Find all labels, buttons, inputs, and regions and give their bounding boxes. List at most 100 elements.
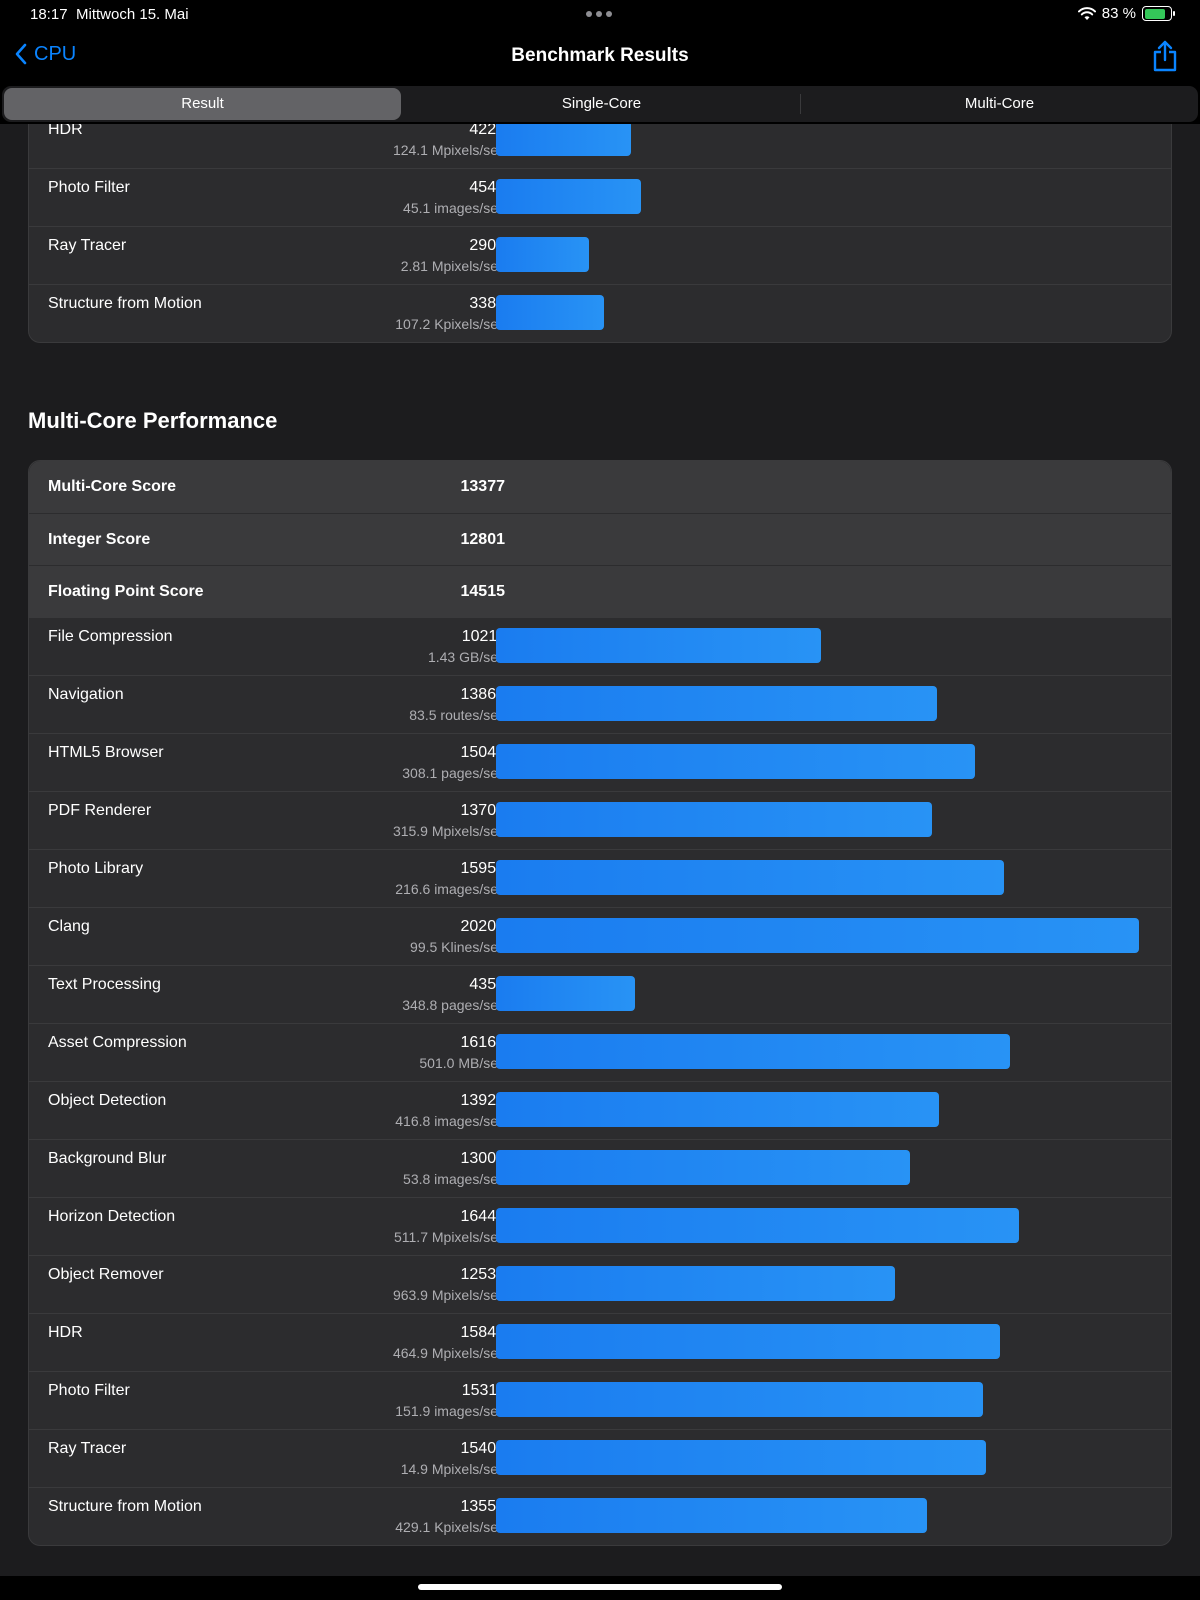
test-score: 4542 <box>469 179 505 196</box>
multi-core-test-list: File Compression 10211 1.43 GB/sec Navigati… <box>29 617 1171 1545</box>
benchmark-row: Photo Filter 15311 151.9 images/sec <box>29 1371 1171 1429</box>
test-rate: 511.7 Mpixels/sec <box>393 1229 505 1245</box>
score-bar <box>496 1440 986 1475</box>
test-rate: 1.43 GB/sec <box>427 649 505 665</box>
multi-core-results-card: Multi-Core Score 13377 Integer Score 128… <box>28 460 1172 1546</box>
test-name: Photo Filter <box>48 1382 130 1399</box>
test-score: 13928 <box>460 1092 506 1109</box>
score-bar <box>496 1266 895 1301</box>
test-score: 13006 <box>460 1150 506 1167</box>
share-icon <box>1153 40 1177 72</box>
test-rate: 348.8 pages/sec <box>402 997 505 1013</box>
benchmark-row: HTML5 Browser 15048 308.1 pages/sec <box>29 733 1171 791</box>
summary-label: Multi-Core Score <box>48 478 177 495</box>
test-rate: 315.9 Mpixels/sec <box>392 823 505 839</box>
test-score: 15956 <box>460 860 506 877</box>
battery-percent: 83 % <box>1101 5 1136 22</box>
tab-single-core[interactable]: Single-Core <box>561 95 642 112</box>
score-bar <box>496 744 975 779</box>
status-date: Mittwoch 15. Mai <box>76 6 189 23</box>
navigation-bar: CPU Benchmark Results <box>0 30 1200 84</box>
benchmark-row: Photo Library 15956 216.6 images/sec <box>29 849 1171 907</box>
score-bar <box>496 686 937 721</box>
score-bar <box>496 295 604 330</box>
benchmark-row: Navigation 13863 83.5 routes/sec <box>29 675 1171 733</box>
summary-label: Integer Score <box>48 531 151 548</box>
test-score: 15401 <box>460 1440 506 1457</box>
test-score: 20208 <box>460 918 506 935</box>
test-score: 13863 <box>460 686 506 703</box>
test-name: File Compression <box>48 628 173 645</box>
score-bar <box>496 976 635 1011</box>
test-rate: 308.1 pages/sec <box>402 765 505 781</box>
test-name: HDR <box>48 124 83 138</box>
single-core-results-card: HDR 4228 124.1 Mpixels/sec Photo Filter … <box>28 124 1172 343</box>
share-button[interactable] <box>1152 40 1178 77</box>
tab-result[interactable]: Result <box>4 88 401 120</box>
test-name: HTML5 Browser <box>48 744 164 761</box>
benchmark-row: Structure from Motion 3385 107.2 Kpixels… <box>29 284 1171 342</box>
test-rate: 53.8 images/sec <box>403 1171 505 1187</box>
multitasking-dots-icon[interactable] <box>586 11 612 17</box>
test-name: Photo Library <box>48 860 144 877</box>
test-name: Text Processing <box>48 976 161 993</box>
test-score: 4228 <box>469 124 505 138</box>
segmented-control: Result Single-Core Multi-Core <box>2 86 1198 122</box>
back-button[interactable]: CPU <box>14 42 76 66</box>
test-name: Photo Filter <box>48 179 130 196</box>
test-score: 13700 <box>460 802 506 819</box>
test-rate: 151.9 images/sec <box>395 1403 505 1419</box>
summary-row: Integer Score 12801 <box>29 513 1171 565</box>
status-bar: 18:17 Mittwoch 15. Mai 83 % <box>0 0 1200 30</box>
test-score: 13553 <box>460 1498 506 1515</box>
test-name: Navigation <box>48 686 124 703</box>
battery-icon <box>1142 6 1175 21</box>
score-bar <box>496 179 641 214</box>
test-name: PDF Renderer <box>48 802 152 819</box>
test-score: 15048 <box>460 744 506 761</box>
test-rate: 963.9 Mpixels/sec <box>392 1287 505 1303</box>
benchmark-row: Object Detection 13928 416.8 images/sec <box>29 1081 1171 1139</box>
segment-divider <box>800 94 801 114</box>
test-name: Background Blur <box>48 1150 167 1167</box>
score-bar <box>496 1150 910 1185</box>
wifi-icon <box>1077 6 1096 20</box>
test-name: Horizon Detection <box>48 1208 176 1225</box>
home-indicator[interactable] <box>418 1584 782 1590</box>
test-rate: 429.1 Kpixels/sec <box>395 1519 505 1535</box>
test-score: 16443 <box>460 1208 506 1225</box>
test-score: 3385 <box>469 295 505 312</box>
tab-multi-core[interactable]: Multi-Core <box>964 95 1035 112</box>
summary-label: Floating Point Score <box>48 583 204 600</box>
test-name: Structure from Motion <box>48 295 202 312</box>
chevron-left-icon <box>15 43 27 65</box>
test-rate: 464.9 Mpixels/sec <box>392 1345 505 1361</box>
benchmark-row: Horizon Detection 16443 511.7 Mpixels/sec <box>29 1197 1171 1255</box>
back-button-label: CPU <box>34 42 77 65</box>
score-bar <box>496 1324 1000 1359</box>
summary-row: Multi-Core Score 13377 <box>29 461 1171 513</box>
test-score: 15844 <box>460 1324 506 1341</box>
benchmark-row: HDR 4228 124.1 Mpixels/sec <box>29 124 1171 168</box>
benchmark-row: HDR 15844 464.9 Mpixels/sec <box>29 1313 1171 1371</box>
benchmark-row: Ray Tracer 2909 2.81 Mpixels/sec <box>29 226 1171 284</box>
test-score: 12537 <box>460 1266 506 1283</box>
test-score: 2909 <box>469 237 505 254</box>
status-time: 18:17 <box>30 6 68 23</box>
test-name: Ray Tracer <box>48 237 127 254</box>
test-rate: 416.8 images/sec <box>395 1113 505 1129</box>
score-bar <box>496 918 1139 953</box>
test-name: Ray Tracer <box>48 1440 127 1457</box>
summary-score: 14515 <box>460 583 506 600</box>
score-bar <box>496 628 821 663</box>
test-score: 15311 <box>461 1382 505 1399</box>
score-bar <box>496 802 932 837</box>
benchmark-row: Photo Filter 4542 45.1 images/sec <box>29 168 1171 226</box>
test-name: Asset Compression <box>48 1034 187 1051</box>
test-rate: 2.81 Mpixels/sec <box>400 258 505 274</box>
test-rate: 501.0 MB/sec <box>419 1055 505 1071</box>
score-bar <box>496 1092 939 1127</box>
benchmark-row: Text Processing 4356 348.8 pages/sec <box>29 965 1171 1023</box>
results-scroll-view[interactable]: HDR 4228 124.1 Mpixels/sec Photo Filter … <box>0 124 1200 1576</box>
test-score: 16168 <box>460 1034 506 1051</box>
